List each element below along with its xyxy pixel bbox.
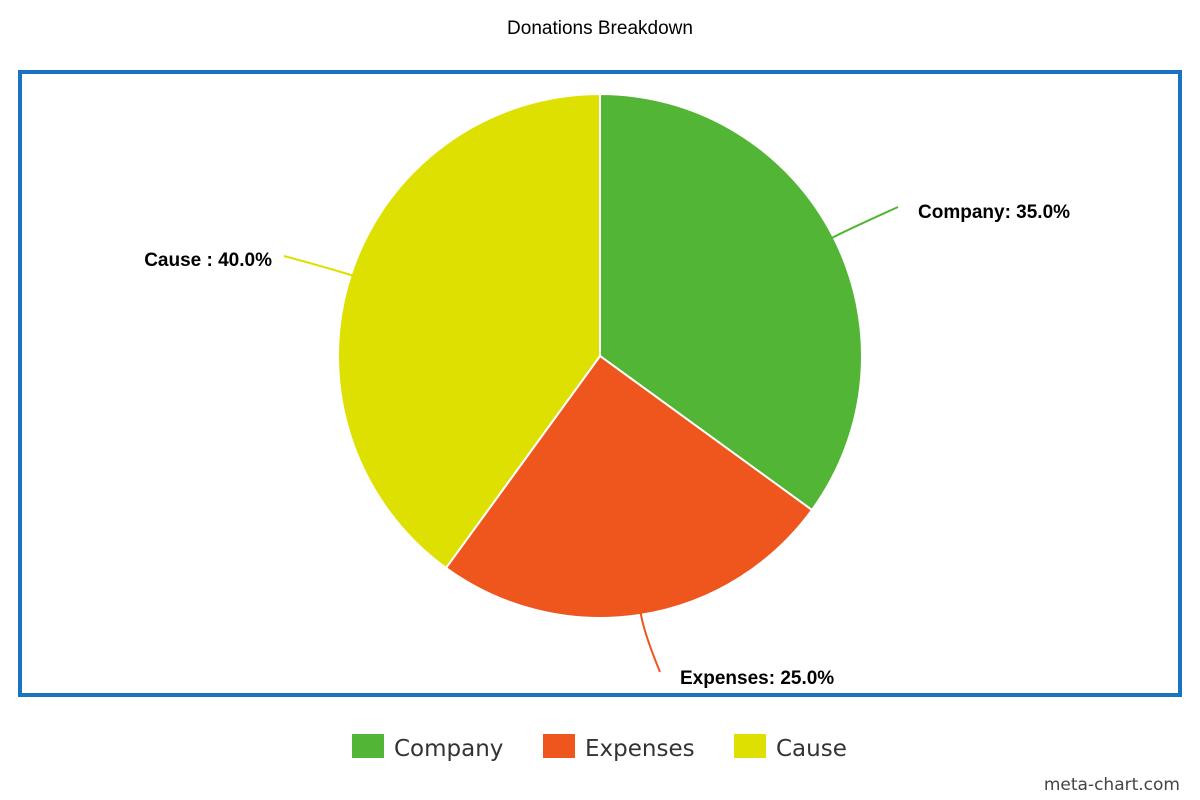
slice-label-expenses: Expenses: 25.0%: [680, 668, 834, 689]
leader-line-company: [831, 206, 899, 239]
legend-label-company[interactable]: Company: [394, 736, 503, 762]
legend: Company Expenses Cause: [352, 734, 847, 762]
leader-lines: [283, 206, 899, 673]
leader-line-cause: [283, 255, 354, 277]
slice-label-cause: Cause : 40.0%: [144, 250, 272, 271]
pie-slices: [337, 93, 863, 619]
slice-label-company: Company: 35.0%: [918, 202, 1070, 223]
legend-swatch-cause[interactable]: [734, 734, 766, 758]
legend-swatch-expenses[interactable]: [543, 734, 575, 758]
legend-swatch-company[interactable]: [352, 734, 384, 758]
legend-label-expenses[interactable]: Expenses: [585, 736, 695, 762]
credit-text[interactable]: meta-chart.com: [1044, 775, 1180, 795]
legend-label-cause[interactable]: Cause: [776, 736, 847, 762]
leader-line-expenses: [639, 612, 661, 673]
chart-title: Donations Breakdown: [507, 18, 693, 39]
